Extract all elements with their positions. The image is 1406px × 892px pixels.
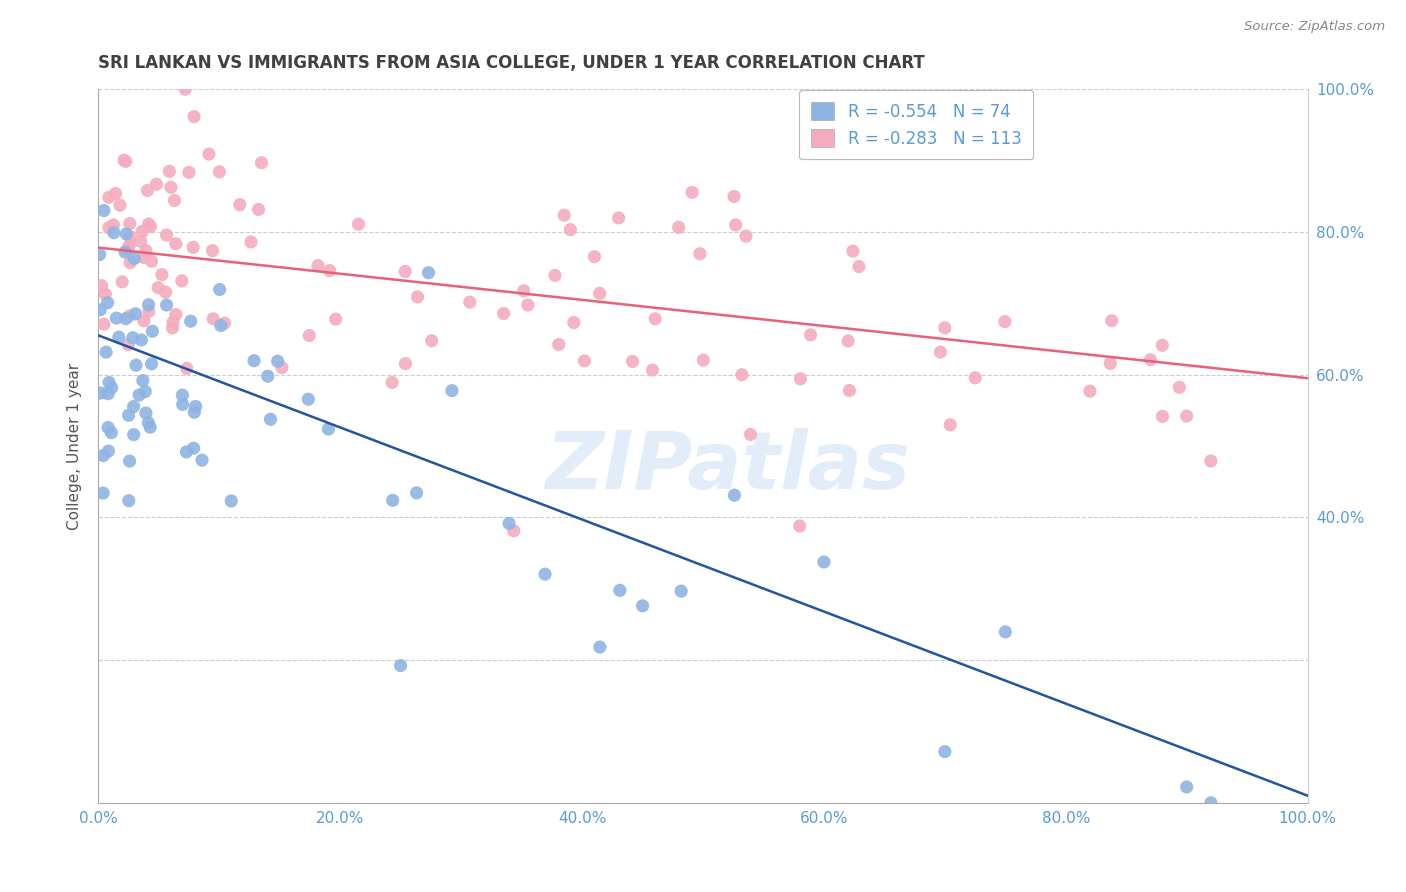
Point bbox=[243, 353, 266, 368]
Point bbox=[589, 640, 612, 654]
Point bbox=[150, 268, 173, 282]
Point bbox=[135, 244, 157, 258]
Point bbox=[181, 240, 204, 254]
Y-axis label: College, Under 1 year: College, Under 1 year bbox=[66, 362, 82, 530]
Point bbox=[124, 307, 146, 321]
Point bbox=[389, 658, 412, 673]
Point bbox=[259, 412, 281, 426]
Point bbox=[789, 519, 811, 533]
Point bbox=[155, 285, 177, 300]
Point bbox=[165, 308, 187, 322]
Point bbox=[583, 250, 606, 264]
Point bbox=[103, 218, 125, 232]
Point bbox=[1139, 352, 1161, 367]
Point bbox=[492, 307, 515, 321]
Point bbox=[141, 357, 163, 371]
Point bbox=[191, 453, 214, 467]
Point bbox=[298, 328, 321, 343]
Point bbox=[544, 268, 567, 283]
Point bbox=[134, 384, 156, 399]
Point bbox=[183, 110, 205, 124]
Point bbox=[155, 228, 177, 243]
Point bbox=[163, 194, 186, 208]
Point bbox=[553, 208, 575, 222]
Point bbox=[689, 246, 711, 260]
Point bbox=[848, 260, 870, 274]
Point bbox=[132, 314, 155, 328]
Point bbox=[1199, 454, 1222, 468]
Point bbox=[723, 189, 745, 203]
Point bbox=[135, 406, 157, 420]
Point bbox=[534, 567, 557, 582]
Point bbox=[111, 275, 134, 289]
Point bbox=[145, 178, 167, 192]
Point bbox=[994, 315, 1017, 329]
Point bbox=[180, 314, 202, 328]
Point bbox=[307, 259, 329, 273]
Point bbox=[939, 417, 962, 432]
Point bbox=[562, 316, 585, 330]
Point bbox=[271, 360, 294, 375]
Point bbox=[118, 309, 141, 323]
Point bbox=[681, 186, 703, 200]
Point bbox=[692, 353, 714, 368]
Point bbox=[162, 315, 184, 329]
Point bbox=[560, 222, 582, 236]
Point bbox=[138, 304, 160, 318]
Point bbox=[208, 165, 231, 179]
Point bbox=[934, 745, 956, 759]
Point bbox=[141, 254, 163, 268]
Point bbox=[114, 154, 136, 169]
Point bbox=[122, 427, 145, 442]
Point bbox=[115, 227, 138, 241]
Point bbox=[201, 244, 224, 258]
Point bbox=[90, 386, 112, 401]
Point bbox=[420, 334, 443, 348]
Point bbox=[138, 217, 160, 231]
Point bbox=[838, 384, 860, 398]
Point bbox=[250, 155, 273, 169]
Point bbox=[214, 316, 236, 330]
Point bbox=[406, 290, 429, 304]
Point bbox=[813, 555, 835, 569]
Point bbox=[114, 245, 136, 260]
Point bbox=[157, 164, 180, 178]
Point bbox=[247, 202, 270, 217]
Point bbox=[89, 302, 111, 317]
Point bbox=[641, 363, 664, 377]
Point bbox=[1175, 780, 1198, 794]
Point bbox=[139, 420, 162, 434]
Point bbox=[121, 331, 143, 345]
Point bbox=[723, 488, 745, 502]
Point bbox=[1199, 796, 1222, 810]
Point bbox=[266, 354, 288, 368]
Point bbox=[240, 235, 263, 249]
Point bbox=[94, 345, 117, 359]
Point bbox=[98, 376, 121, 390]
Point bbox=[740, 427, 762, 442]
Point bbox=[136, 183, 159, 197]
Point bbox=[131, 333, 153, 347]
Point bbox=[669, 584, 692, 599]
Point bbox=[498, 516, 520, 531]
Point bbox=[208, 283, 231, 297]
Legend: R = -0.554   N = 74, R = -0.283   N = 113: R = -0.554 N = 74, R = -0.283 N = 113 bbox=[800, 90, 1033, 160]
Point bbox=[994, 624, 1017, 639]
Point bbox=[394, 357, 416, 371]
Point bbox=[97, 420, 120, 434]
Text: SRI LANKAN VS IMMIGRANTS FROM ASIA COLLEGE, UNDER 1 YEAR CORRELATION CHART: SRI LANKAN VS IMMIGRANTS FROM ASIA COLLE… bbox=[98, 54, 925, 72]
Point bbox=[547, 337, 569, 351]
Point bbox=[112, 153, 135, 168]
Point bbox=[965, 371, 987, 385]
Point bbox=[177, 165, 200, 179]
Point bbox=[256, 369, 278, 384]
Point bbox=[117, 241, 139, 255]
Point bbox=[458, 295, 481, 310]
Point bbox=[789, 372, 811, 386]
Point bbox=[1078, 384, 1101, 398]
Point bbox=[141, 324, 163, 338]
Point bbox=[1099, 356, 1122, 370]
Point bbox=[589, 286, 612, 301]
Point bbox=[297, 392, 319, 407]
